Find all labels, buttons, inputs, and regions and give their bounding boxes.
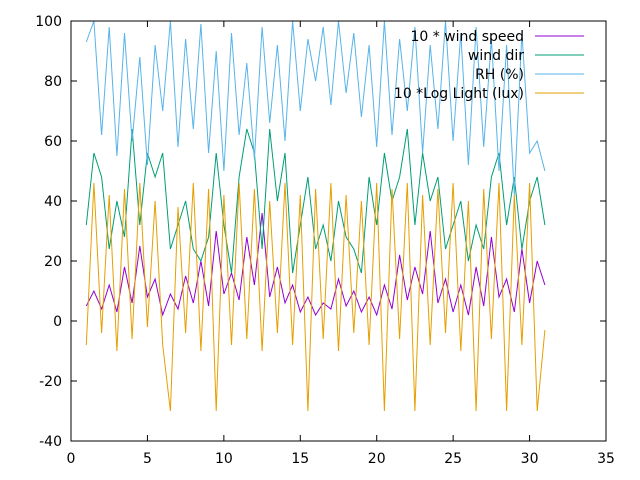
y-tick-label: 40 (44, 194, 62, 210)
y-tick-label: 100 (35, 14, 62, 30)
legend-label-3: 10 *Log Light (lux) (394, 86, 524, 102)
x-tick-label: 15 (291, 451, 309, 467)
legend-label-2: RH (%) (475, 67, 524, 83)
series-line-0 (85, 212, 546, 317)
y-tick-label: 0 (53, 314, 62, 330)
y-tick-label: 60 (44, 134, 62, 150)
y-tick-label: -20 (39, 374, 62, 390)
y-tick-label: 80 (44, 74, 62, 90)
x-tick-label: 30 (521, 451, 539, 467)
x-tick-label: 20 (368, 451, 386, 467)
series-line-2 (85, 20, 546, 196)
x-tick-label: 0 (67, 451, 76, 467)
x-tick-label: 10 (215, 451, 233, 467)
x-tick-label: 25 (444, 451, 462, 467)
series-line-1 (85, 128, 546, 274)
y-tick-label: 20 (44, 254, 62, 270)
y-tick-label: -40 (39, 434, 62, 450)
series-layer (85, 20, 546, 412)
x-tick-label: 35 (597, 451, 615, 467)
legend: 10 * wind speed wind dir RH (%) 10 *Log Lig… (394, 29, 584, 102)
plot-frame (70, 20, 607, 442)
series-line-3 (85, 182, 546, 412)
legend-label-1: wind dir (468, 48, 524, 64)
legend-label-0: 10 * wind speed (410, 29, 524, 45)
ticks-layer: 0 5 10 15 20 25 30 35 -40 -20 0 20 40 60 80 100 (35, 14, 615, 467)
x-tick-label: 5 (143, 451, 152, 467)
